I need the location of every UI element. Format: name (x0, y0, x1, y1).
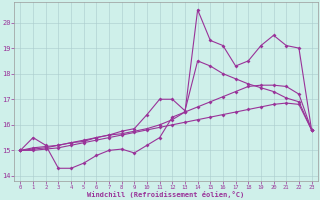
X-axis label: Windchill (Refroidissement éolien,°C): Windchill (Refroidissement éolien,°C) (87, 191, 244, 198)
